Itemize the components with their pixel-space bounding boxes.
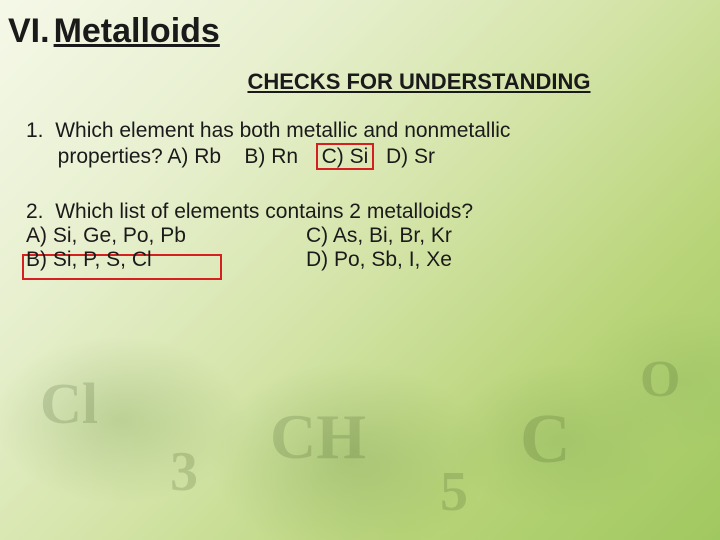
q2-text-line1: Which list of elements contains 2 metall… [55, 200, 473, 223]
q1-number: 1. [26, 119, 44, 142]
q2-option-d: D) Po, Sb, I, Xe [306, 248, 452, 272]
q2-line1: 2. Which list of elements contains 2 met… [26, 200, 700, 224]
heading-roman: VI. [8, 12, 50, 50]
slide-heading: VI.Metalloids [8, 12, 700, 51]
slide-content: VI.Metalloids CHECKS FOR UNDERSTANDING 1… [0, 0, 720, 272]
q2-option-b: B) Si, P, S, Cl [26, 248, 306, 272]
q1-correct-answer-box: C) Si [316, 143, 375, 170]
heading-title: Metalloids [54, 12, 220, 50]
q2-option-c: C) As, Bi, Br, Kr [306, 224, 452, 248]
q1-line1: 1. Which element has both metallic and n… [26, 119, 700, 143]
q1-line2: properties? A) Rb B) Rn C) Si D) Sr [46, 143, 700, 170]
q2-row-b: B) Si, P, S, Cl D) Po, Sb, I, Xe [26, 248, 700, 272]
q2-number: 2. [26, 200, 44, 223]
q2-option-a: A) Si, Ge, Po, Pb [26, 224, 306, 248]
slide-subheading: CHECKS FOR UNDERSTANDING [138, 69, 700, 95]
q1-text-line2b: D) Sr [374, 145, 435, 168]
question-1: 1. Which element has both metallic and n… [26, 119, 700, 170]
question-2: 2. Which list of elements contains 2 met… [26, 200, 700, 272]
q2-row-a: A) Si, Ge, Po, Pb C) As, Bi, Br, Kr [26, 224, 700, 248]
q1-text-line1: Which element has both metallic and nonm… [55, 119, 510, 142]
q1-text-line2a: properties? A) Rb B) Rn [58, 145, 316, 168]
